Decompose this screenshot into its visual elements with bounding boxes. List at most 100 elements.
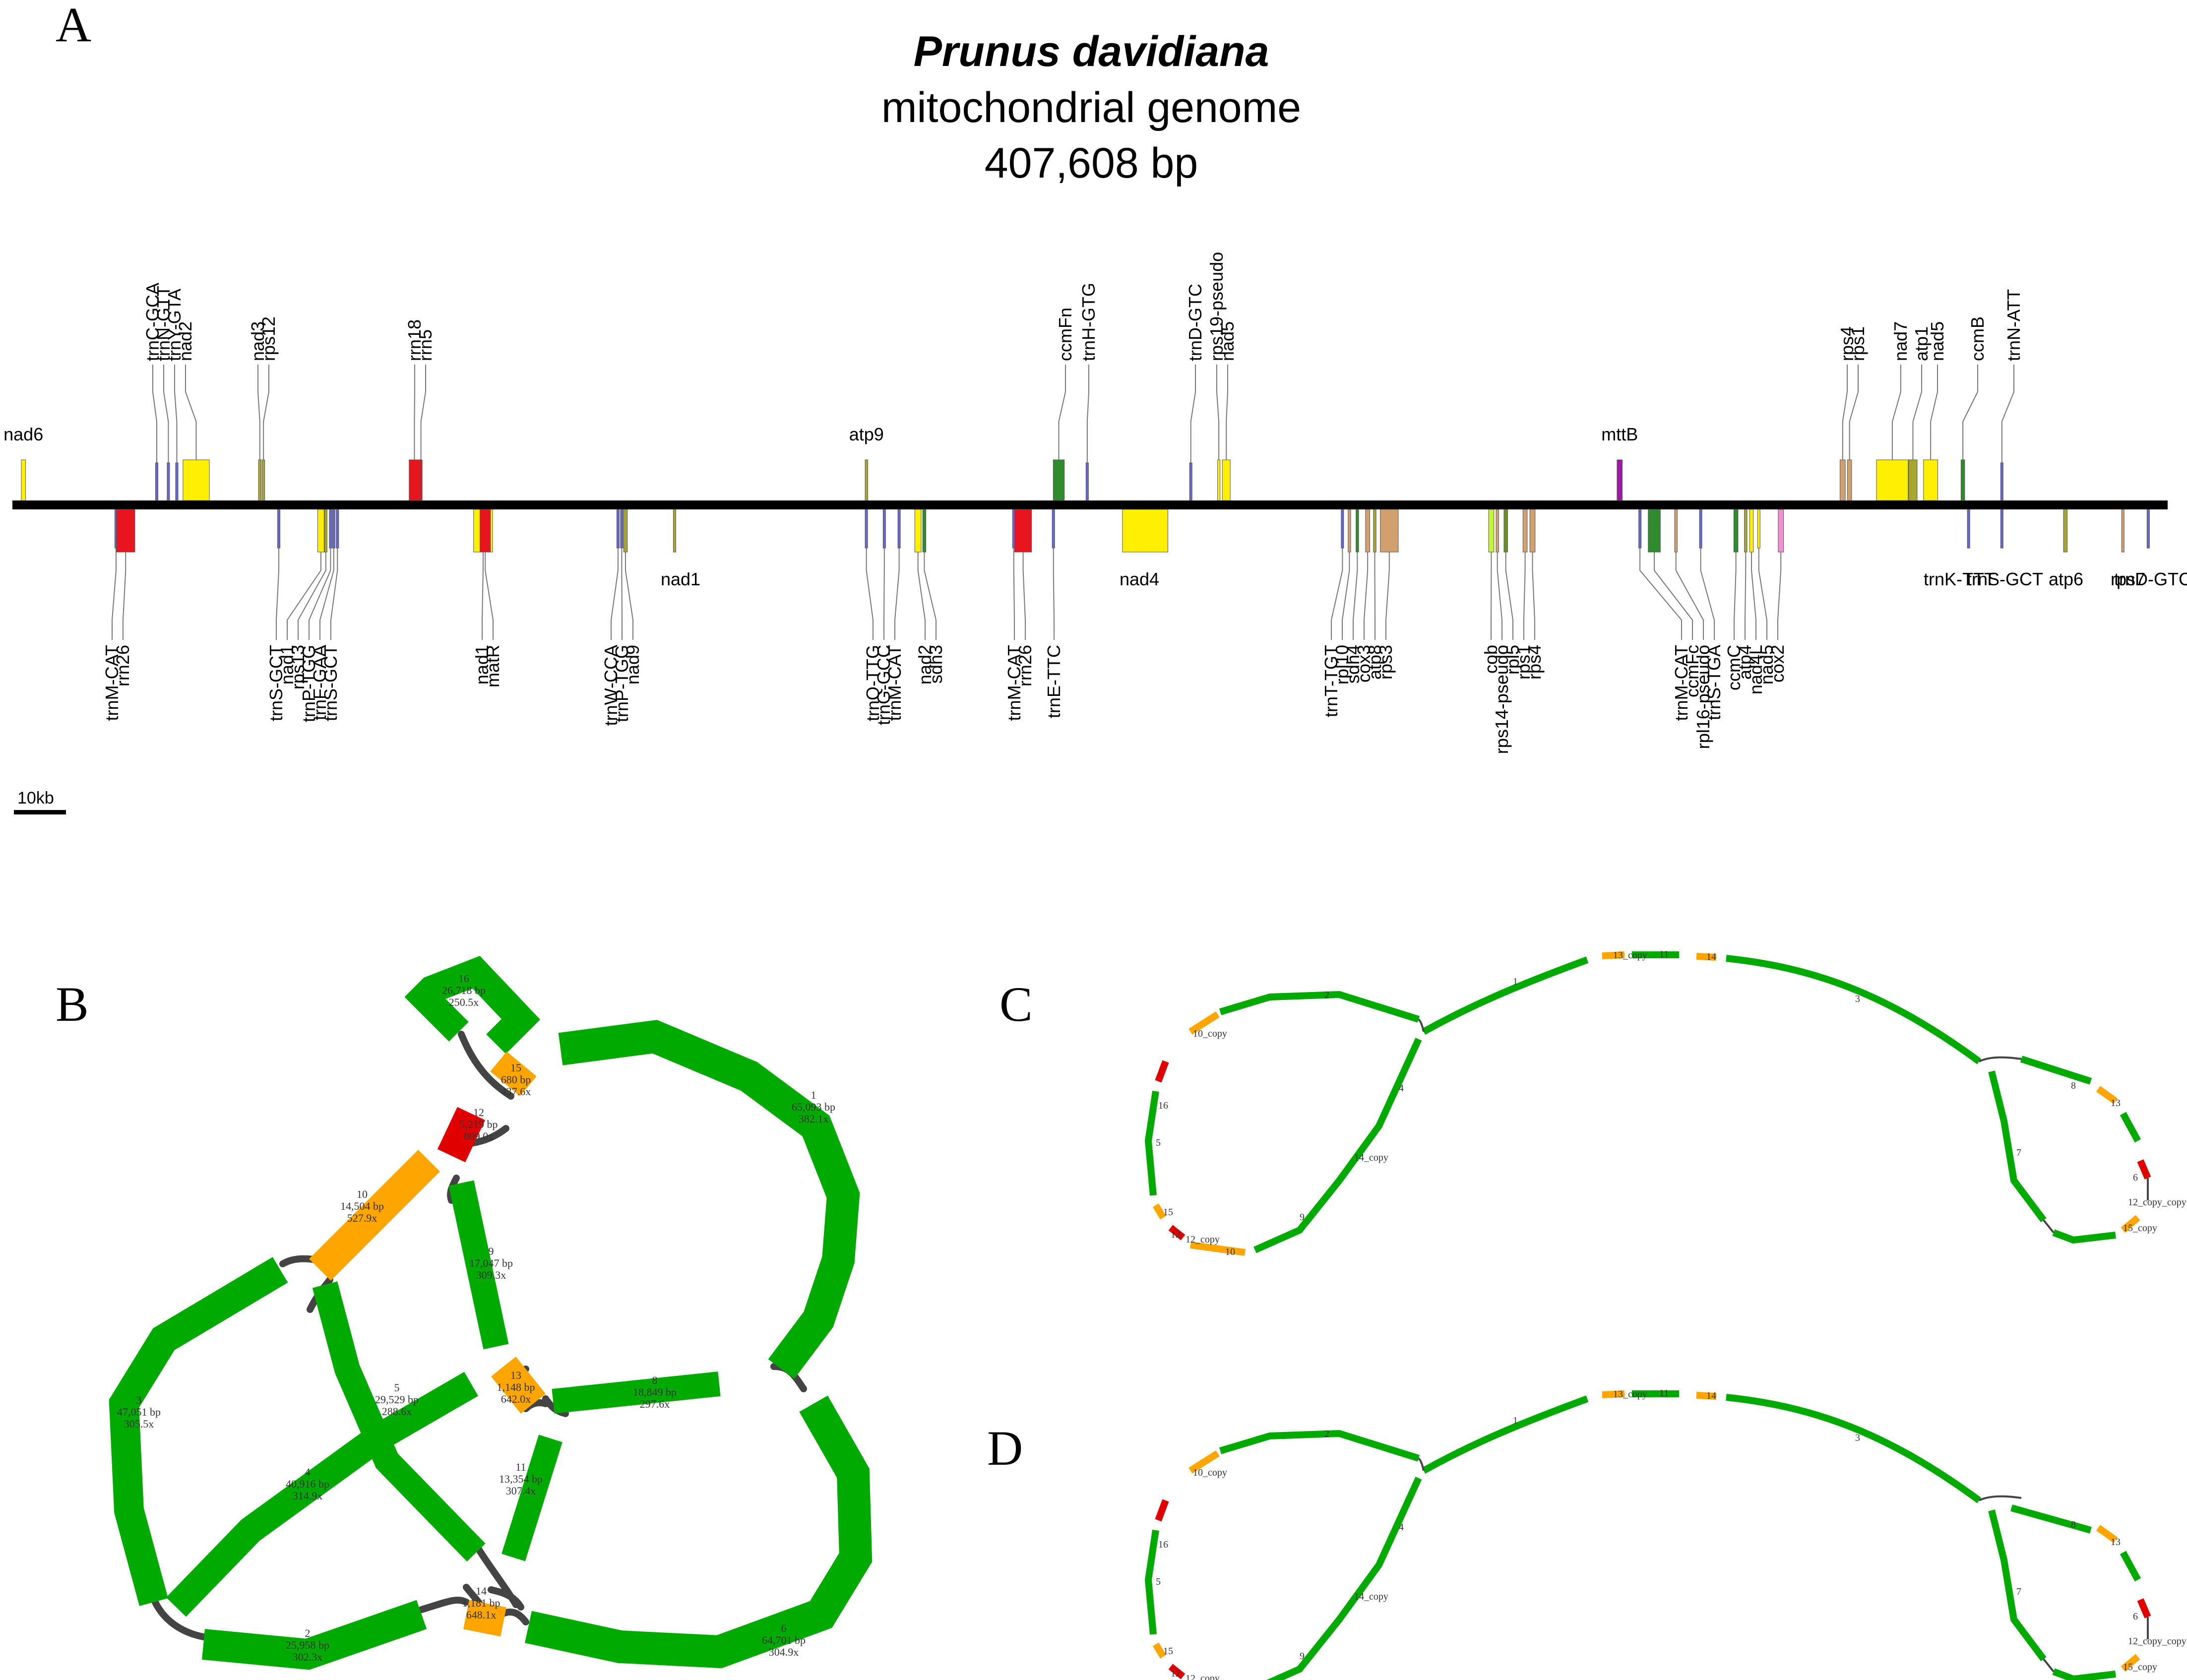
node-label-9-line-0: 9 [489, 1245, 494, 1257]
gene-label-bottom-atp8-27: atp8 [1365, 645, 1385, 680]
gene-label-bottom-trnp-tgg-11: trnP-TGG [612, 645, 632, 722]
panel-c-segment-11 [2052, 1229, 2116, 1244]
gene-label-bottom-trns-gct-7: trnS-GCT [320, 645, 341, 721]
gene-leader-bottom-nad2-17 [917, 552, 926, 640]
gene-label-bottom-matr-9: matR [483, 645, 503, 687]
node-label-3-line-1: 47,051 bp [117, 1406, 161, 1418]
panel-label-b: B [56, 977, 89, 1032]
panel-c-segment-2 [1602, 951, 1625, 959]
panel-c-label-10: 10 [1225, 1246, 1235, 1257]
panel-c-label-1: 1 [1513, 976, 1518, 987]
gene-label-top-rps19-pseudo-13: rps19-pseudo [1206, 252, 1227, 361]
gene-leader-bottom-sdh4-25 [1353, 552, 1358, 640]
node-label-11-line-2: 307.4x [506, 1485, 536, 1497]
gene-label-bottom-ccmfc-35: ccmFc [1682, 645, 1702, 697]
node-label-11-line-0: 11 [515, 1461, 526, 1473]
gene-leader-bottom-rpl10-24 [1342, 552, 1350, 640]
gene-leader-top-nad7-18 [1891, 365, 1901, 460]
panel-c-label-8: 8 [2071, 1080, 2076, 1091]
gene-label-top-nad7-18: nad7 [1890, 321, 1911, 361]
gene-leader-bottom-trnf-gaa-6 [319, 548, 334, 640]
gene-label-top-mttb-15: mttB [1601, 424, 1638, 444]
panel-d-segment-10 [2121, 1654, 2140, 1672]
gene-leader-top-trnn-att-22 [2001, 365, 2014, 463]
gene-label-bottom-sdh3-18: sdh3 [926, 645, 946, 684]
node-label-4-line-0: 4 [305, 1466, 311, 1478]
panel-d-segment-14 [1155, 1499, 1169, 1522]
node-label-2-line-0: 2 [305, 1627, 311, 1639]
gene-label-top-atp1-19: atp1 [1911, 326, 1932, 361]
node-label-6-line-2: 304.9x [769, 1646, 799, 1658]
gene-leader-bottom-trnq-ttg-14 [866, 548, 874, 640]
gene-block-top-nad6-0 [21, 459, 26, 501]
gene-leader-bottom-trnm-cat-16 [894, 548, 900, 640]
gene-leader-top-rps19-pseudo-13 [1216, 365, 1220, 460]
panel-d-label-5: 5 [1156, 1576, 1161, 1587]
panel-d-connector-1 [1979, 1495, 2022, 1501]
gene-label-bottom-trnt-tgt-23: trnT-TGT [1321, 645, 1341, 717]
gene-label-bottom-rpl5-31: rpl5 [1502, 645, 1523, 675]
panel-c-segment-19 [1253, 1038, 1422, 1253]
gene-label-top-trny-gta-3: trnY-GTA [164, 289, 185, 361]
panel-c-label-14-copy: 14_copy [1354, 1152, 1388, 1163]
panel-d-label-12-copy: 12_copy [1186, 1673, 1220, 1680]
panel-c-segment-0 [1219, 991, 1420, 1023]
node-label-13-line-0: 13 [510, 1369, 521, 1381]
graph-edge-9 [418, 1597, 470, 1613]
gene-block-top-nad2-4 [183, 459, 210, 501]
gene-label-bottom-trnm-cat-0: trnM-CAT [102, 645, 122, 721]
gene-block-bottom-nad4-22 [1122, 509, 1168, 553]
gene-leader-bottom-nad1-3 [287, 552, 321, 640]
panel-d-segment-0 [1219, 1430, 1420, 1462]
gene-leader-top-trnc-gca-1 [152, 365, 157, 463]
panel-d-segment-9 [2137, 1598, 2151, 1618]
gene-label-top-atp9-9: atp9 [849, 424, 884, 444]
panel-d-segment-8 [2120, 1551, 2141, 1582]
node-label-8-line-2: 297.6x [640, 1398, 670, 1410]
gene-label-bottom-trns-tga-37: trnS-TGA [1704, 645, 1724, 720]
gene-label-bottom-nad1-8: nad1 [472, 645, 492, 684]
node-label-13-line-2: 642.0x [501, 1393, 531, 1405]
panel-d-segment-16 [1152, 1642, 1167, 1659]
node-label-14-line-1: 1,181 bp [462, 1597, 500, 1609]
panel-d-label-8: 8 [2071, 1519, 2076, 1530]
gene-label-top-trnd-gtc-12: trnD-GTC [1185, 284, 1205, 361]
gene-label-top-rps1-17: rps1 [1848, 326, 1868, 361]
gene-block-top-atp9-9 [865, 459, 868, 501]
panel-d-label-11: 11 [1659, 1388, 1669, 1399]
graph-segment-3 [109, 1257, 288, 1606]
panel-d-segment-7 [2096, 1525, 2118, 1543]
gene-leader-bottom-trnm-cat-0 [112, 548, 117, 640]
graph-segment-10 [309, 1150, 440, 1281]
panel-d-segment-6 [2010, 1504, 2092, 1534]
gene-label-top-nad3-5: nad3 [248, 321, 268, 361]
node-label-14-line-2: 648.1x [466, 1609, 497, 1621]
panel-c-connector-3 [2043, 1219, 2055, 1234]
panel-d-segment-13 [1188, 1450, 1220, 1474]
gene-label-bottom-rpl16-pseudo-36: rpl16-pseudo [1693, 645, 1713, 749]
panel-d-label-13-copy: 13_copy [1613, 1389, 1647, 1400]
node-label-16-line-1: 26,718 bp [442, 984, 486, 996]
gene-label-bottom-trns-gct-2: trnS-GCT [266, 645, 286, 721]
panel-c-segment-18 [1190, 1242, 1246, 1256]
graph-segment-1 [558, 1020, 860, 1379]
panel-d-segment-19 [1266, 1477, 1422, 1680]
panel-c-label-14: 14 [1706, 951, 1716, 962]
gene-leader-bottom-cox2-42 [1777, 552, 1782, 640]
panel-c-label-12-copy: 12_copy [1186, 1234, 1220, 1245]
scale-bar-label: 10kb [17, 789, 54, 808]
gene-leader-bottom-trns-tga-37 [1700, 548, 1715, 640]
gene-label-bottom-rps4-33: rps4 [1524, 645, 1545, 680]
gene-label-bottom-trnm-cat-16: trnM-CAT [884, 645, 905, 721]
panel-d-segment-12 [1988, 1509, 2047, 1662]
gene-block-bottom-atp6-45 [2063, 509, 2068, 553]
panel-c-label-3: 3 [1855, 994, 1860, 1004]
gene-block-bottom-trnk-ttt-43 [1967, 509, 1970, 549]
gene-block-top-nad5-20 [1923, 459, 1938, 501]
gene-block-bottom-ccmfc-35 [1648, 509, 1661, 553]
panel-c-label-11: 11 [1659, 949, 1669, 960]
gene-leader-top-rps1-17 [1849, 365, 1859, 460]
node-label-10-line-1: 14,504 bp [340, 1200, 384, 1212]
